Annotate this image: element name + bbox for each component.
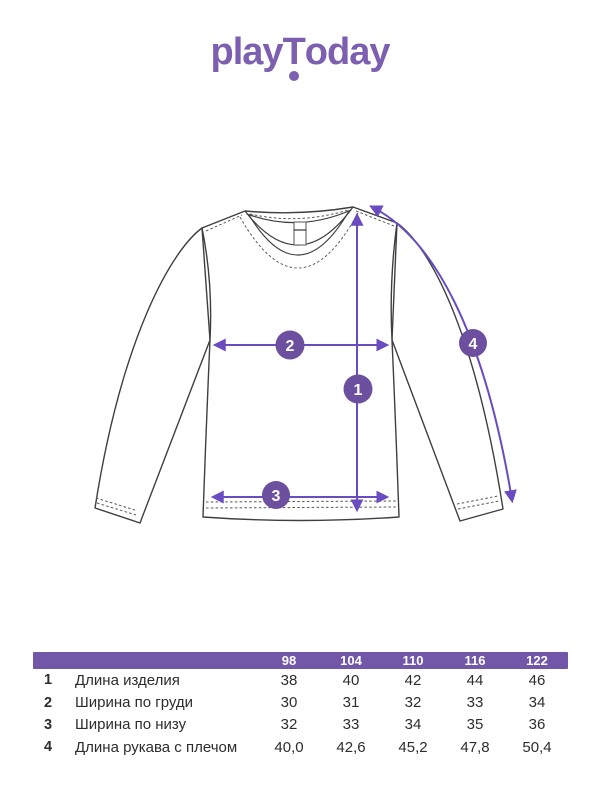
left-shoulder-stitching <box>205 214 243 232</box>
size-value: 42 <box>404 671 422 689</box>
size-column-header: 98 <box>281 653 297 668</box>
shirt-left-sleeve <box>94 227 211 524</box>
size-value: 32 <box>404 694 422 712</box>
size-value: 40,0 <box>274 738 304 756</box>
measurement-badge-2: 2 <box>275 330 305 360</box>
size-value: 42,6 <box>336 738 366 756</box>
collar-inner-edge <box>248 210 350 256</box>
left-cuff-stitching <box>95 497 136 511</box>
size-value: 34 <box>404 716 422 734</box>
table-row: 1 Длина изделия 38 40 42 44 46 <box>33 669 568 691</box>
size-column-header: 116 <box>464 653 486 668</box>
brand-logo-t-letter: T <box>282 31 306 73</box>
size-value: 46 <box>528 671 546 689</box>
measurement-badge-4: 4 <box>459 329 487 357</box>
brand-logo-text-right: oday <box>304 31 391 73</box>
back-neck-stitching <box>249 209 349 220</box>
size-value: 45,2 <box>398 738 428 756</box>
size-column-header: 122 <box>526 653 548 668</box>
row-number: 1 <box>43 672 53 689</box>
garment-measurement-diagram: 1 2 3 4 <box>94 205 517 524</box>
size-value: 30 <box>280 694 298 712</box>
size-value: 36 <box>528 716 546 734</box>
size-value: 33 <box>342 716 360 734</box>
size-column-header: 110 <box>402 653 424 668</box>
size-value: 35 <box>466 716 484 734</box>
row-label: Длина изделия <box>75 671 180 689</box>
row-number: 4 <box>43 739 53 756</box>
table-row: 2 Ширина по груди 30 31 32 33 34 <box>33 691 568 713</box>
size-column-header: 104 <box>340 653 362 668</box>
brand-logo: playT oday <box>0 31 600 81</box>
badge-4-label: 4 <box>469 336 478 353</box>
row-number: 3 <box>43 716 53 733</box>
size-value: 38 <box>280 671 298 689</box>
table-row: 4 Длина рукава с плечом 40,0 42,6 45,2 4… <box>33 736 568 758</box>
row-label: Ширина по низу <box>75 716 187 734</box>
neck-tag <box>293 221 307 246</box>
size-value: 50,4 <box>522 738 552 756</box>
row-label: Длина рукава с плечом <box>75 738 238 756</box>
shirt-torso <box>201 206 400 522</box>
size-table-header-row: 98 104 110 116 122 <box>33 652 568 669</box>
size-value: 32 <box>280 716 298 734</box>
collar-stitching <box>239 212 359 269</box>
badge-3-label: 3 <box>272 488 281 505</box>
size-value: 31 <box>342 694 360 712</box>
measurement-badge-3: 3 <box>262 481 290 509</box>
measurement-badge-1: 1 <box>343 374 373 404</box>
shirt-right-sleeve <box>391 222 504 522</box>
brand-logo-text-left: play <box>210 31 284 73</box>
size-value: 33 <box>466 694 484 712</box>
brand-logo-t: T <box>282 31 306 81</box>
size-value: 44 <box>466 671 484 689</box>
measurement-arrow-4-sleeve <box>369 205 517 504</box>
row-label: Ширина по груди <box>75 694 194 712</box>
badge-1-label: 1 <box>354 382 363 399</box>
row-number: 2 <box>43 694 53 711</box>
badge-2-label: 2 <box>286 338 295 355</box>
logo-dot-icon <box>288 70 299 81</box>
size-value: 47,8 <box>460 738 490 756</box>
size-value: 40 <box>342 671 360 689</box>
table-row: 3 Ширина по низу 32 33 34 35 36 <box>33 714 568 736</box>
size-table: 98 104 110 116 122 1 Длина изделия 38 40… <box>33 652 568 759</box>
size-value: 34 <box>528 694 546 712</box>
left-cuff-stitching <box>96 502 137 516</box>
